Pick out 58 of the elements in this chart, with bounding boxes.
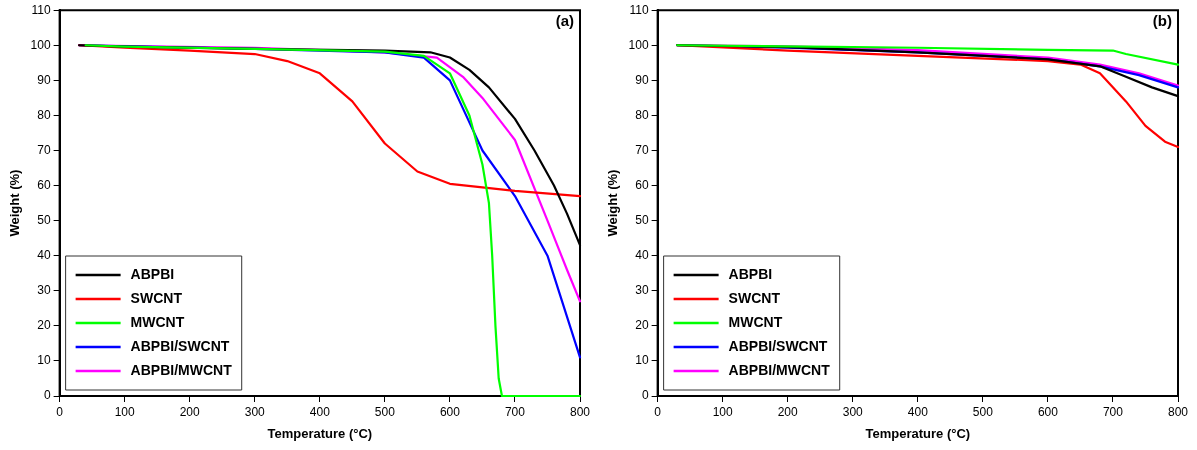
x-axis-title: Temperature (°C) — [865, 425, 971, 441]
x-tick-label: 0 — [56, 404, 64, 419]
legend-label: MWCNT — [728, 313, 783, 330]
legend-label: ABPBI/MWCNT — [728, 361, 831, 378]
y-tick-label: 50 — [37, 212, 51, 227]
y-tick-label: 40 — [635, 248, 649, 263]
y-axis-title: Weight (%) — [605, 169, 621, 237]
x-tick-label: 100 — [712, 404, 733, 419]
y-tick-label: 0 — [641, 388, 649, 403]
y-tick-label: 10 — [635, 353, 649, 368]
y-axis-title: Weight (%) — [7, 169, 23, 237]
x-tick-label: 500 — [972, 404, 994, 419]
legend-label: MWCNT — [130, 313, 185, 330]
y-tick-label: 10 — [37, 353, 51, 368]
x-tick-label: 300 — [842, 404, 864, 419]
y-tick-label: 30 — [635, 283, 649, 298]
legend-label: SWCNT — [130, 289, 183, 306]
y-tick-label: 80 — [635, 107, 649, 122]
y-tick-label: 20 — [635, 318, 649, 333]
legend-label: ABPBI — [130, 265, 175, 282]
y-tick-label: 50 — [635, 212, 649, 227]
y-tick-label: 90 — [635, 72, 649, 87]
x-tick-label: 800 — [569, 404, 591, 419]
x-tick-label: 200 — [777, 404, 799, 419]
y-tick-label: 60 — [37, 177, 51, 192]
legend-label: ABPBI/SWCNT — [728, 337, 828, 354]
y-tick-label: 110 — [31, 2, 51, 17]
legend-label: ABPBI/SWCNT — [130, 337, 230, 354]
legend-label: SWCNT — [728, 289, 781, 306]
y-tick-label: 80 — [37, 107, 51, 122]
x-tick-label: 700 — [1102, 404, 1124, 419]
y-tick-label: 40 — [37, 248, 51, 263]
y-tick-label: 70 — [37, 142, 51, 157]
y-tick-label: 70 — [635, 142, 649, 157]
y-tick-label: 20 — [37, 318, 51, 333]
x-tick-label: 300 — [244, 404, 266, 419]
x-tick-label: 800 — [1167, 404, 1189, 419]
x-tick-label: 700 — [504, 404, 526, 419]
x-tick-label: 600 — [1037, 404, 1059, 419]
x-tick-label: 600 — [439, 404, 461, 419]
y-tick-label: 30 — [37, 283, 51, 298]
x-tick-label: 400 — [907, 404, 929, 419]
y-tick-label: 100 — [628, 37, 649, 52]
x-axis-title: Temperature (°C) — [267, 425, 373, 441]
x-tick-label: 0 — [654, 404, 662, 419]
x-tick-label: 100 — [114, 404, 135, 419]
x-tick-label: 400 — [309, 404, 331, 419]
annotation: (a) — [555, 11, 574, 29]
legend-label: ABPBI — [728, 265, 773, 282]
x-tick-label: 500 — [374, 404, 396, 419]
y-tick-label: 0 — [43, 388, 51, 403]
legend-label: ABPBI/MWCNT — [130, 361, 233, 378]
y-tick-label: 60 — [635, 177, 649, 192]
y-tick-label: 100 — [30, 37, 51, 52]
x-tick-label: 200 — [179, 404, 201, 419]
y-tick-label: 110 — [629, 2, 649, 17]
y-tick-label: 90 — [37, 72, 51, 87]
annotation: (b) — [1152, 11, 1172, 29]
